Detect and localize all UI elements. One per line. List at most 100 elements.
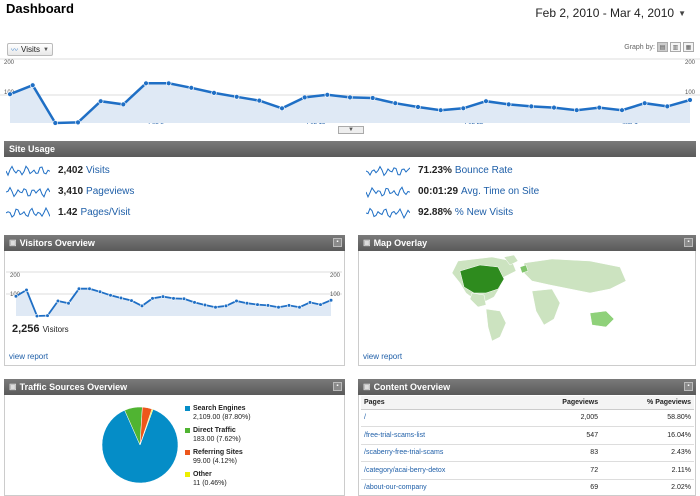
- data-point[interactable]: [7, 91, 13, 97]
- map-uk[interactable]: [519, 264, 529, 274]
- data-point[interactable]: [223, 303, 229, 309]
- map-greenland[interactable]: [503, 254, 519, 266]
- data-point[interactable]: [181, 296, 187, 301]
- data-point[interactable]: [55, 298, 61, 304]
- data-point[interactable]: [307, 300, 313, 305]
- map-eurasia[interactable]: [523, 258, 627, 294]
- metric-dropdown[interactable]: 〰 Visits ▼: [7, 43, 53, 56]
- data-point[interactable]: [302, 94, 308, 101]
- data-point[interactable]: [13, 294, 19, 299]
- data-point[interactable]: [87, 286, 92, 291]
- data-point[interactable]: [297, 305, 302, 310]
- usage-metric--new-visits[interactable]: 92.88%% New Visits: [366, 204, 513, 220]
- data-point[interactable]: [687, 97, 693, 103]
- map-view-report-link[interactable]: view report: [363, 352, 403, 361]
- col-header-pct-pageviews[interactable]: % Pageviews: [601, 396, 694, 410]
- data-point[interactable]: [276, 305, 281, 310]
- page-link[interactable]: /category/acai-berry-detox: [361, 461, 524, 480]
- data-point[interactable]: [160, 294, 166, 299]
- data-point[interactable]: [328, 298, 334, 303]
- chart-expand-handle[interactable]: ▼: [338, 126, 364, 134]
- data-point[interactable]: [256, 97, 262, 104]
- data-point[interactable]: [24, 287, 29, 293]
- visitors-view-report-link[interactable]: view report: [9, 352, 49, 361]
- data-point[interactable]: [213, 305, 218, 310]
- data-point[interactable]: [664, 103, 670, 110]
- panel-menu-icon[interactable]: ▪: [684, 382, 693, 391]
- data-point[interactable]: [415, 104, 421, 110]
- data-point[interactable]: [45, 313, 50, 318]
- usage-label-link[interactable]: Pageviews: [86, 185, 135, 197]
- data-point[interactable]: [192, 300, 197, 305]
- page-link[interactable]: /scaberry-free-trial-scams: [361, 444, 524, 462]
- data-point[interactable]: [97, 98, 104, 104]
- data-point[interactable]: [528, 103, 534, 110]
- map-mexico[interactable]: [469, 292, 487, 308]
- panel-menu-icon[interactable]: ▪: [333, 238, 342, 247]
- graph-by-day-button[interactable]: ▤: [657, 42, 668, 52]
- usage-metric-visits[interactable]: 2,402 Visits: [6, 162, 110, 178]
- data-point[interactable]: [66, 301, 71, 306]
- data-point[interactable]: [255, 302, 260, 307]
- data-point[interactable]: [30, 82, 36, 88]
- col-header-pageviews[interactable]: Pageviews: [523, 396, 602, 410]
- data-point[interactable]: [619, 107, 625, 113]
- data-point[interactable]: [460, 105, 466, 111]
- data-point[interactable]: [641, 100, 648, 106]
- map-australia[interactable]: [589, 310, 615, 328]
- data-point[interactable]: [234, 94, 240, 100]
- world-map[interactable]: [420, 253, 638, 345]
- data-point[interactable]: [438, 107, 444, 113]
- page-link[interactable]: /: [361, 409, 524, 427]
- data-point[interactable]: [573, 107, 580, 113]
- data-point[interactable]: [97, 289, 103, 294]
- data-point[interactable]: [166, 80, 172, 86]
- data-point[interactable]: [150, 296, 155, 301]
- data-point[interactable]: [76, 286, 82, 291]
- data-point[interactable]: [370, 95, 376, 101]
- map-south-america[interactable]: [485, 308, 507, 342]
- page-link[interactable]: /free-trial-scams-list: [361, 426, 524, 445]
- pie-slice-search-engines[interactable]: [101, 408, 179, 484]
- data-point[interactable]: [392, 100, 398, 106]
- data-point[interactable]: [143, 80, 149, 86]
- graph-by-month-button[interactable]: ▦: [683, 42, 694, 52]
- map-usa[interactable]: [459, 264, 505, 294]
- data-point[interactable]: [244, 301, 250, 306]
- data-point[interactable]: [120, 101, 127, 108]
- usage-label-link[interactable]: Avg. Time on Site: [461, 185, 540, 197]
- data-point[interactable]: [211, 90, 217, 96]
- data-point[interactable]: [324, 92, 330, 98]
- data-point[interactable]: [188, 85, 195, 91]
- usage-metric-pageviews[interactable]: 3,410 Pageviews: [6, 183, 134, 199]
- data-point[interactable]: [551, 104, 557, 111]
- map-africa[interactable]: [531, 288, 561, 326]
- usage-metric-pages-visit[interactable]: 1.42 Pages/Visit: [6, 204, 130, 220]
- graph-by-week-button[interactable]: ▥: [670, 42, 681, 52]
- data-point[interactable]: [483, 98, 489, 104]
- col-header-pages[interactable]: Pages: [361, 396, 524, 410]
- usage-label-link[interactable]: Bounce Rate: [454, 164, 513, 176]
- usage-metric-bounce-rate[interactable]: 71.23% Bounce Rate: [366, 162, 513, 178]
- data-point[interactable]: [75, 119, 81, 126]
- date-range-picker[interactable]: Feb 2, 2010 - Mar 4, 2010 ▼: [535, 6, 686, 20]
- data-point[interactable]: [596, 104, 602, 111]
- data-point[interactable]: [108, 293, 113, 298]
- legend-item[interactable]: Referring Sites 99.00 (4.12%): [185, 448, 251, 466]
- data-point[interactable]: [139, 303, 145, 309]
- data-point[interactable]: [34, 313, 40, 319]
- usage-label-link[interactable]: Pages/Visit: [80, 206, 131, 218]
- data-point[interactable]: [318, 302, 323, 307]
- usage-label-link[interactable]: % New Visits: [454, 206, 514, 218]
- usage-metric-avg-time-on-site[interactable]: 00:01:29 Avg. Time on Site: [366, 183, 539, 199]
- data-point[interactable]: [265, 303, 271, 308]
- data-point[interactable]: [234, 298, 239, 304]
- data-point[interactable]: [279, 105, 285, 111]
- data-point[interactable]: [286, 303, 292, 308]
- legend-item[interactable]: Other 11 (0.46%): [185, 470, 251, 488]
- page-link[interactable]: /about-our-company: [361, 479, 524, 496]
- panel-menu-icon[interactable]: ▪: [684, 238, 693, 247]
- usage-label-link[interactable]: Visits: [86, 164, 110, 176]
- data-point[interactable]: [202, 302, 208, 308]
- data-point[interactable]: [118, 295, 124, 301]
